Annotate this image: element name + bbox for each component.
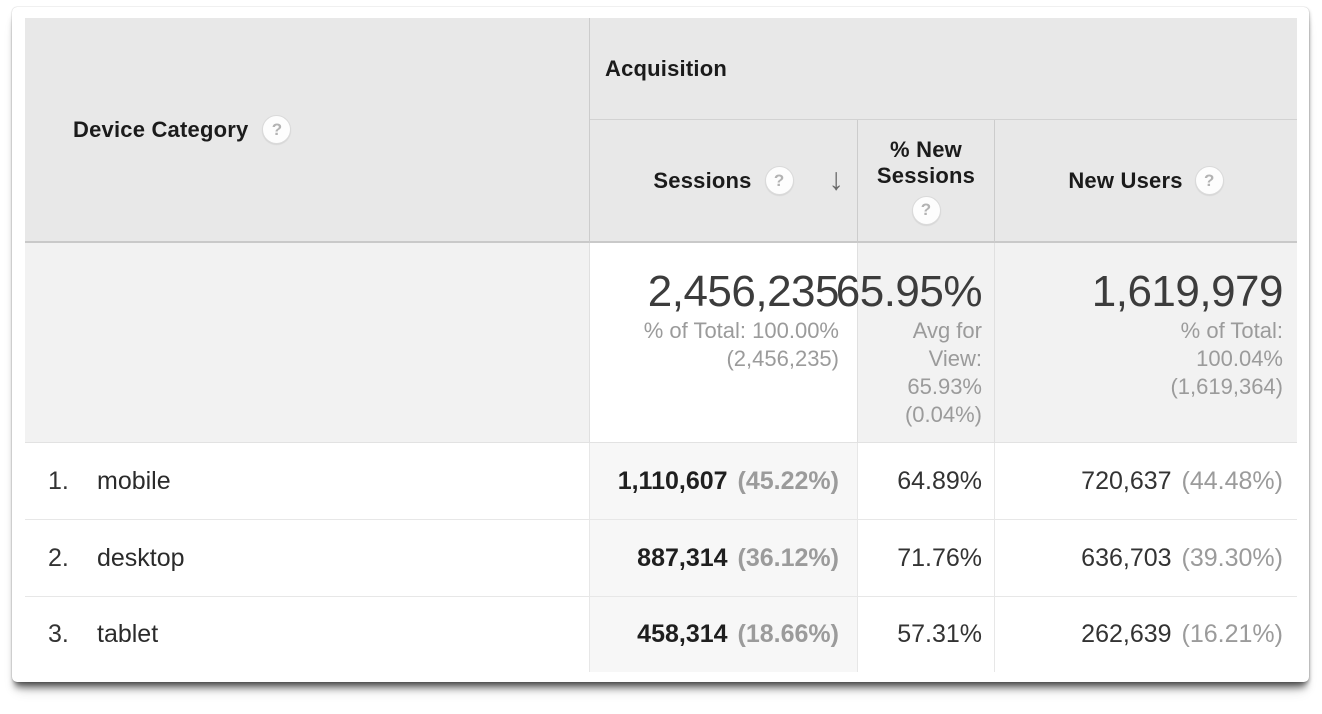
new-sessions-avg-sub2: 65.93% xyxy=(907,374,982,399)
new-sessions-value: 57.31% xyxy=(897,620,982,648)
table-row-device-cell[interactable]: 3. tablet xyxy=(25,597,590,672)
table-row-new-sessions-cell: 57.31% xyxy=(858,597,995,672)
sessions-value: 1,110,607 xyxy=(617,466,728,495)
sessions-percent: (45.22%) xyxy=(737,466,839,495)
summary-cell-new-sessions-pct: 65.95% Avg for View: 65.93% (0.04%) xyxy=(836,243,995,443)
sort-descending-icon[interactable]: ↓ xyxy=(828,161,845,197)
sessions-value: 887,314 xyxy=(637,543,728,572)
table-row-new-sessions-cell: 71.76% xyxy=(858,520,995,597)
help-icon[interactable]: ? xyxy=(1194,166,1224,195)
sessions-percent: (36.12%) xyxy=(737,543,839,572)
new-sessions-header-label: % New Sessions xyxy=(876,136,976,188)
row-rank: 2. xyxy=(48,543,69,572)
new-users-value: 262,639 xyxy=(1081,620,1172,648)
new-users-total-value: 1,619,979 xyxy=(1091,267,1284,316)
new-users-total-sub1: % of Total: xyxy=(1180,318,1283,343)
new-users-value: 636,703 xyxy=(1081,543,1172,572)
device-name-link[interactable]: tablet xyxy=(97,620,159,648)
table-row-device-cell[interactable]: 2. desktop xyxy=(25,520,590,597)
device-category-table: Device Category ? Acquisition Sessions ?… xyxy=(25,18,1297,672)
analytics-report-card: Device Category ? Acquisition Sessions ?… xyxy=(12,7,1309,682)
new-sessions-avg-value: 65.95% xyxy=(835,267,983,316)
help-icon[interactable]: ? xyxy=(911,195,941,225)
sessions-header-label: Sessions xyxy=(653,167,752,193)
column-header-new-sessions-pct[interactable]: % New Sessions ? xyxy=(858,120,995,243)
summary-cell-device-category xyxy=(25,243,590,443)
summary-cell-sessions: 2,456,235 % of Total: 100.00% (2,456,235… xyxy=(590,243,858,443)
new-users-value: 720,637 xyxy=(1081,466,1172,495)
device-name-link[interactable]: mobile xyxy=(97,466,171,495)
new-users-total-sub2: 100.04% xyxy=(1196,346,1283,371)
sessions-total-value: 2,456,235 xyxy=(647,267,840,316)
sessions-value: 458,314 xyxy=(637,620,728,648)
acquisition-header-label: Acquisition xyxy=(605,55,727,81)
new-users-percent: (16.21%) xyxy=(1181,620,1283,648)
row-rank: 3. xyxy=(48,620,69,648)
column-header-sessions[interactable]: Sessions ? ↓ xyxy=(590,120,858,243)
sessions-percent: (18.66%) xyxy=(737,620,839,648)
column-header-device-category[interactable]: Device Category ? xyxy=(25,18,590,243)
table-row-new-users-cell: 636,703 (39.30%) xyxy=(995,520,1297,597)
table-row-device-cell[interactable]: 1. mobile xyxy=(25,443,590,520)
table-row-sessions-cell: 458,314 (18.66%) xyxy=(590,597,858,672)
help-icon[interactable]: ? xyxy=(764,166,794,195)
new-sessions-value: 71.76% xyxy=(897,543,982,572)
table-row-new-sessions-cell: 64.89% xyxy=(858,443,995,520)
device-name-link[interactable]: desktop xyxy=(97,543,185,572)
table-row-new-users-cell: 720,637 (44.48%) xyxy=(995,443,1297,520)
new-users-percent: (39.30%) xyxy=(1181,543,1283,572)
sessions-total-sub2: (2,456,235) xyxy=(726,346,839,371)
group-header-acquisition: Acquisition xyxy=(590,18,1297,120)
new-users-percent: (44.48%) xyxy=(1181,466,1283,495)
summary-cell-new-users: 1,619,979 % of Total: 100.04% (1,619,364… xyxy=(995,243,1297,443)
help-icon[interactable]: ? xyxy=(262,115,292,144)
column-header-new-users[interactable]: New Users ? xyxy=(995,120,1297,243)
new-users-total-sub3: (1,619,364) xyxy=(1170,374,1283,399)
new-sessions-avg-sub1: Avg for View: xyxy=(912,318,982,371)
new-users-header-label: New Users xyxy=(1068,167,1183,193)
table-row-new-users-cell: 262,639 (16.21%) xyxy=(995,597,1297,672)
table-row-sessions-cell: 887,314 (36.12%) xyxy=(590,520,858,597)
row-rank: 1. xyxy=(48,466,69,495)
device-category-header-label: Device Category xyxy=(73,116,249,142)
table-row-sessions-cell: 1,110,607 (45.22%) xyxy=(590,443,858,520)
sessions-total-sub1: % of Total: 100.00% xyxy=(643,318,839,343)
new-sessions-avg-sub3: (0.04%) xyxy=(904,402,982,427)
new-sessions-value: 64.89% xyxy=(897,466,982,495)
